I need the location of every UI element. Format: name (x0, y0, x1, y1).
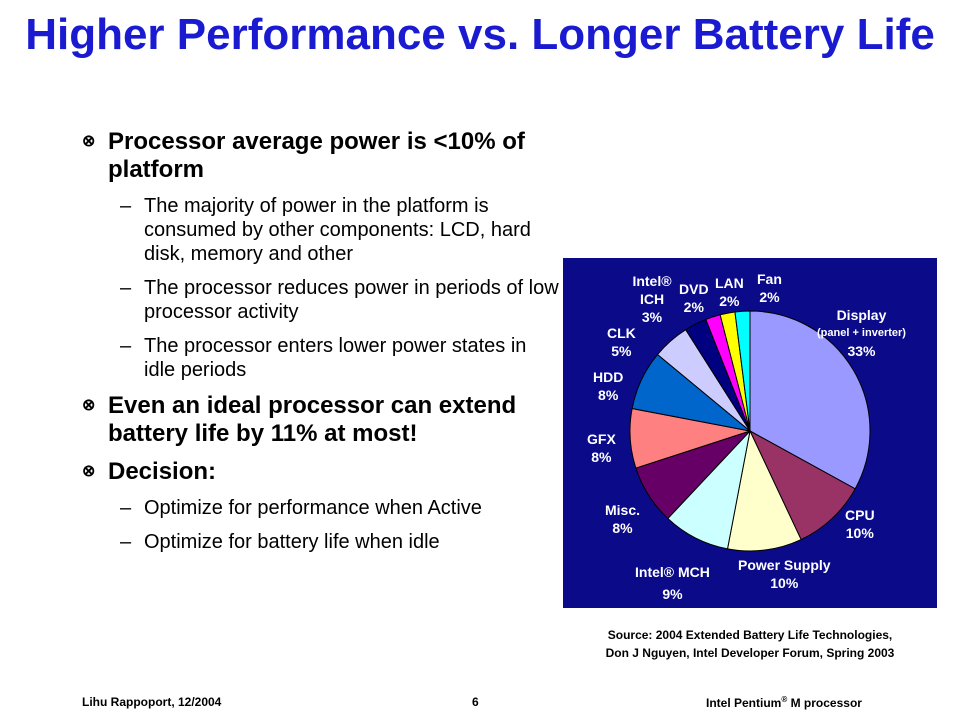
footer-page-number: 6 (472, 695, 479, 709)
slice-label-lan: LAN 2% (715, 275, 744, 309)
bullet-1-text: Processor average power is <10% of platf… (108, 128, 525, 183)
bullet-2: ⊗ Even an ideal processor can extend batt… (82, 392, 562, 448)
pie-slice-display (749, 310, 871, 490)
pie-chart (629, 310, 871, 552)
bullet-3: ⊗ Decision: (82, 458, 562, 486)
sub-bullet: – The processor enters lower power states… (120, 335, 527, 381)
sub-bullet: – The majority of power in the platform i… (120, 195, 531, 265)
footer-author: Lihu Rappoport, 12/2004 (82, 695, 222, 709)
sub-bullet-text: The processor enters lower power states … (144, 335, 527, 381)
pie-slice-fan (734, 310, 751, 432)
sub-bullet: – Optimize for performance when Active (120, 497, 482, 519)
bullet-2-text: Even an ideal processor can extend batte… (108, 392, 517, 447)
chart-source: Source: 2004 Extended Battery Life Techn… (605, 628, 895, 660)
sub-bullet-text: Optimize for performance when Active (144, 497, 482, 519)
slice-label-clk: CLK 5% (607, 325, 636, 359)
footer-product: Intel Pentium® M processor (706, 695, 862, 710)
slice-label-misc: Misc. 8% (605, 502, 641, 536)
sub-bullet: – Optimize for battery life when idle (120, 531, 440, 553)
slice-label-mch: Intel® MCH 9% (635, 564, 710, 602)
slice-label-ich: Intel® ICH 3% (632, 273, 672, 325)
bullet-marker-icon: ⊗ (82, 133, 96, 150)
slice-label-gfx: GFX 8% (587, 431, 616, 465)
pie-slice-power-supply (726, 429, 802, 552)
bullet-list: ⊗ Processor average power is <10% of plat… (82, 128, 562, 564)
sub-bullet-text: The majority of power in the platform is… (144, 195, 531, 265)
slice-label-dvd: DVD 2% (679, 281, 709, 315)
bullet-1: ⊗ Processor average power is <10% of plat… (82, 128, 562, 184)
pie-chart-panel: Display (panel + inverter) 33% CPU 10% P… (563, 258, 937, 608)
bullet-marker-icon: ⊗ (82, 463, 96, 480)
pie-slice-cpu (748, 429, 856, 541)
slice-label-fan: Fan 2% (757, 271, 782, 305)
slide-title: Higher Performance vs. Longer Battery Li… (25, 10, 935, 59)
slice-label-hdd: HDD 8% (593, 369, 624, 403)
sub-bullet-text: The processor reduces power in periods o… (144, 277, 559, 323)
slice-label-cpu: CPU 10% (845, 507, 875, 541)
bullet-marker-icon: ⊗ (82, 397, 96, 414)
sub-bullet: – The processor reduces power in periods … (120, 277, 559, 323)
slice-label-power-supply: Power Supply 10% (738, 557, 831, 591)
sub-bullet-text: Optimize for battery life when idle (144, 531, 440, 553)
bullet-3-text: Decision: (108, 458, 217, 485)
slice-label-display: Display (panel + inverter) 33% (817, 307, 906, 359)
